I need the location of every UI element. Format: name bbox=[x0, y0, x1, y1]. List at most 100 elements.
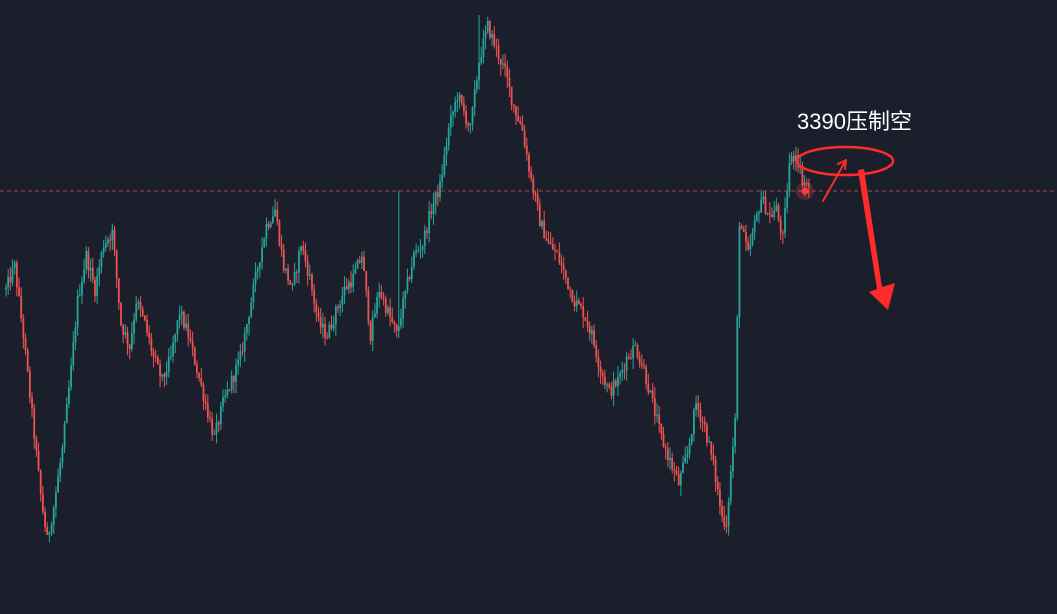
candle-body bbox=[15, 262, 18, 288]
candle-body bbox=[298, 251, 300, 273]
candle-body bbox=[35, 438, 38, 451]
candle-body bbox=[443, 155, 446, 176]
candle-body bbox=[788, 163, 791, 192]
candle-body bbox=[178, 315, 181, 321]
candle-body bbox=[729, 471, 732, 502]
candle-body bbox=[235, 365, 237, 382]
candle-body bbox=[154, 356, 157, 358]
candle-body bbox=[211, 418, 214, 435]
candle-body bbox=[649, 390, 652, 393]
candle-body bbox=[775, 205, 778, 212]
candle-body bbox=[755, 213, 758, 221]
candle-body bbox=[391, 317, 394, 322]
candle-body bbox=[556, 251, 559, 253]
candle-body bbox=[484, 31, 487, 39]
candle-body bbox=[28, 370, 31, 398]
candle-body bbox=[367, 290, 370, 322]
current-price-marker bbox=[796, 182, 814, 201]
candle-body bbox=[172, 342, 174, 356]
candle-body bbox=[758, 212, 760, 214]
candle-body bbox=[311, 274, 313, 290]
candle-body bbox=[269, 222, 272, 228]
candle-body bbox=[740, 226, 743, 230]
candle-body bbox=[779, 219, 782, 233]
candles-group bbox=[5, 15, 810, 543]
candle-body bbox=[9, 276, 12, 283]
candle-body bbox=[591, 330, 593, 334]
candle-body bbox=[410, 266, 413, 280]
candle-body bbox=[751, 232, 754, 245]
candle-body bbox=[475, 80, 478, 90]
candle-body bbox=[215, 422, 218, 435]
candle-body bbox=[634, 344, 637, 346]
candle-body bbox=[241, 351, 244, 353]
candle-body bbox=[577, 300, 580, 305]
candle-body bbox=[682, 462, 684, 473]
candle-body bbox=[458, 95, 461, 101]
candle-body bbox=[753, 220, 756, 233]
candle-body bbox=[115, 250, 118, 279]
candle-body bbox=[406, 277, 409, 291]
annotation-ellipse bbox=[795, 145, 895, 177]
candle-body bbox=[395, 325, 398, 332]
candle-body bbox=[636, 344, 639, 358]
candle-body bbox=[402, 298, 405, 319]
annotation-group: 3390压制空 bbox=[795, 109, 912, 310]
candle-body bbox=[183, 311, 185, 328]
candle-body bbox=[315, 303, 318, 313]
candle-body bbox=[662, 434, 665, 447]
candle-body bbox=[790, 155, 793, 164]
candle-body bbox=[512, 104, 515, 107]
candle-body bbox=[326, 337, 329, 339]
candle-body bbox=[781, 232, 784, 234]
candle-body bbox=[152, 351, 155, 357]
candle-body bbox=[94, 279, 96, 297]
candle-body bbox=[139, 302, 142, 310]
candle-body bbox=[586, 321, 589, 327]
candle-body bbox=[519, 120, 522, 124]
candle-body bbox=[81, 281, 83, 296]
candle-body bbox=[382, 297, 385, 299]
candle-body bbox=[113, 229, 116, 251]
candle-body bbox=[295, 271, 298, 273]
candle-body bbox=[321, 323, 324, 328]
candle-body bbox=[569, 288, 572, 290]
candle-body bbox=[538, 204, 541, 227]
candle-body bbox=[198, 372, 201, 379]
candle-body bbox=[456, 100, 459, 102]
candle-body bbox=[230, 375, 233, 390]
candle-body bbox=[777, 205, 780, 220]
candle-body bbox=[369, 321, 372, 341]
candle-body bbox=[645, 367, 648, 384]
candle-body bbox=[714, 459, 717, 483]
candle-body bbox=[226, 389, 229, 396]
candle-body bbox=[258, 262, 261, 269]
candle-body bbox=[465, 111, 467, 124]
candle-body bbox=[651, 390, 654, 399]
candle-body bbox=[426, 230, 428, 234]
candle-body bbox=[68, 387, 70, 404]
candle-body bbox=[786, 191, 789, 208]
candle-body bbox=[282, 249, 285, 271]
candle-body bbox=[317, 312, 320, 318]
candle-body bbox=[523, 130, 526, 146]
candle-body bbox=[675, 470, 678, 474]
candle-body bbox=[248, 317, 250, 325]
candle-body bbox=[365, 271, 368, 291]
candle-body bbox=[708, 441, 710, 443]
candle-body bbox=[400, 318, 402, 326]
candle-body bbox=[506, 66, 509, 78]
candle-body bbox=[699, 409, 702, 422]
candle-body bbox=[120, 302, 122, 326]
candle-body bbox=[766, 213, 769, 215]
candle-body bbox=[762, 196, 765, 200]
candle-body bbox=[547, 240, 550, 243]
candle-body bbox=[528, 154, 530, 172]
candle-body bbox=[621, 370, 624, 374]
candle-body bbox=[599, 367, 602, 373]
candle-body bbox=[380, 292, 383, 298]
candle-body bbox=[228, 389, 231, 391]
candle-body bbox=[534, 193, 537, 195]
candle-body bbox=[692, 409, 695, 435]
